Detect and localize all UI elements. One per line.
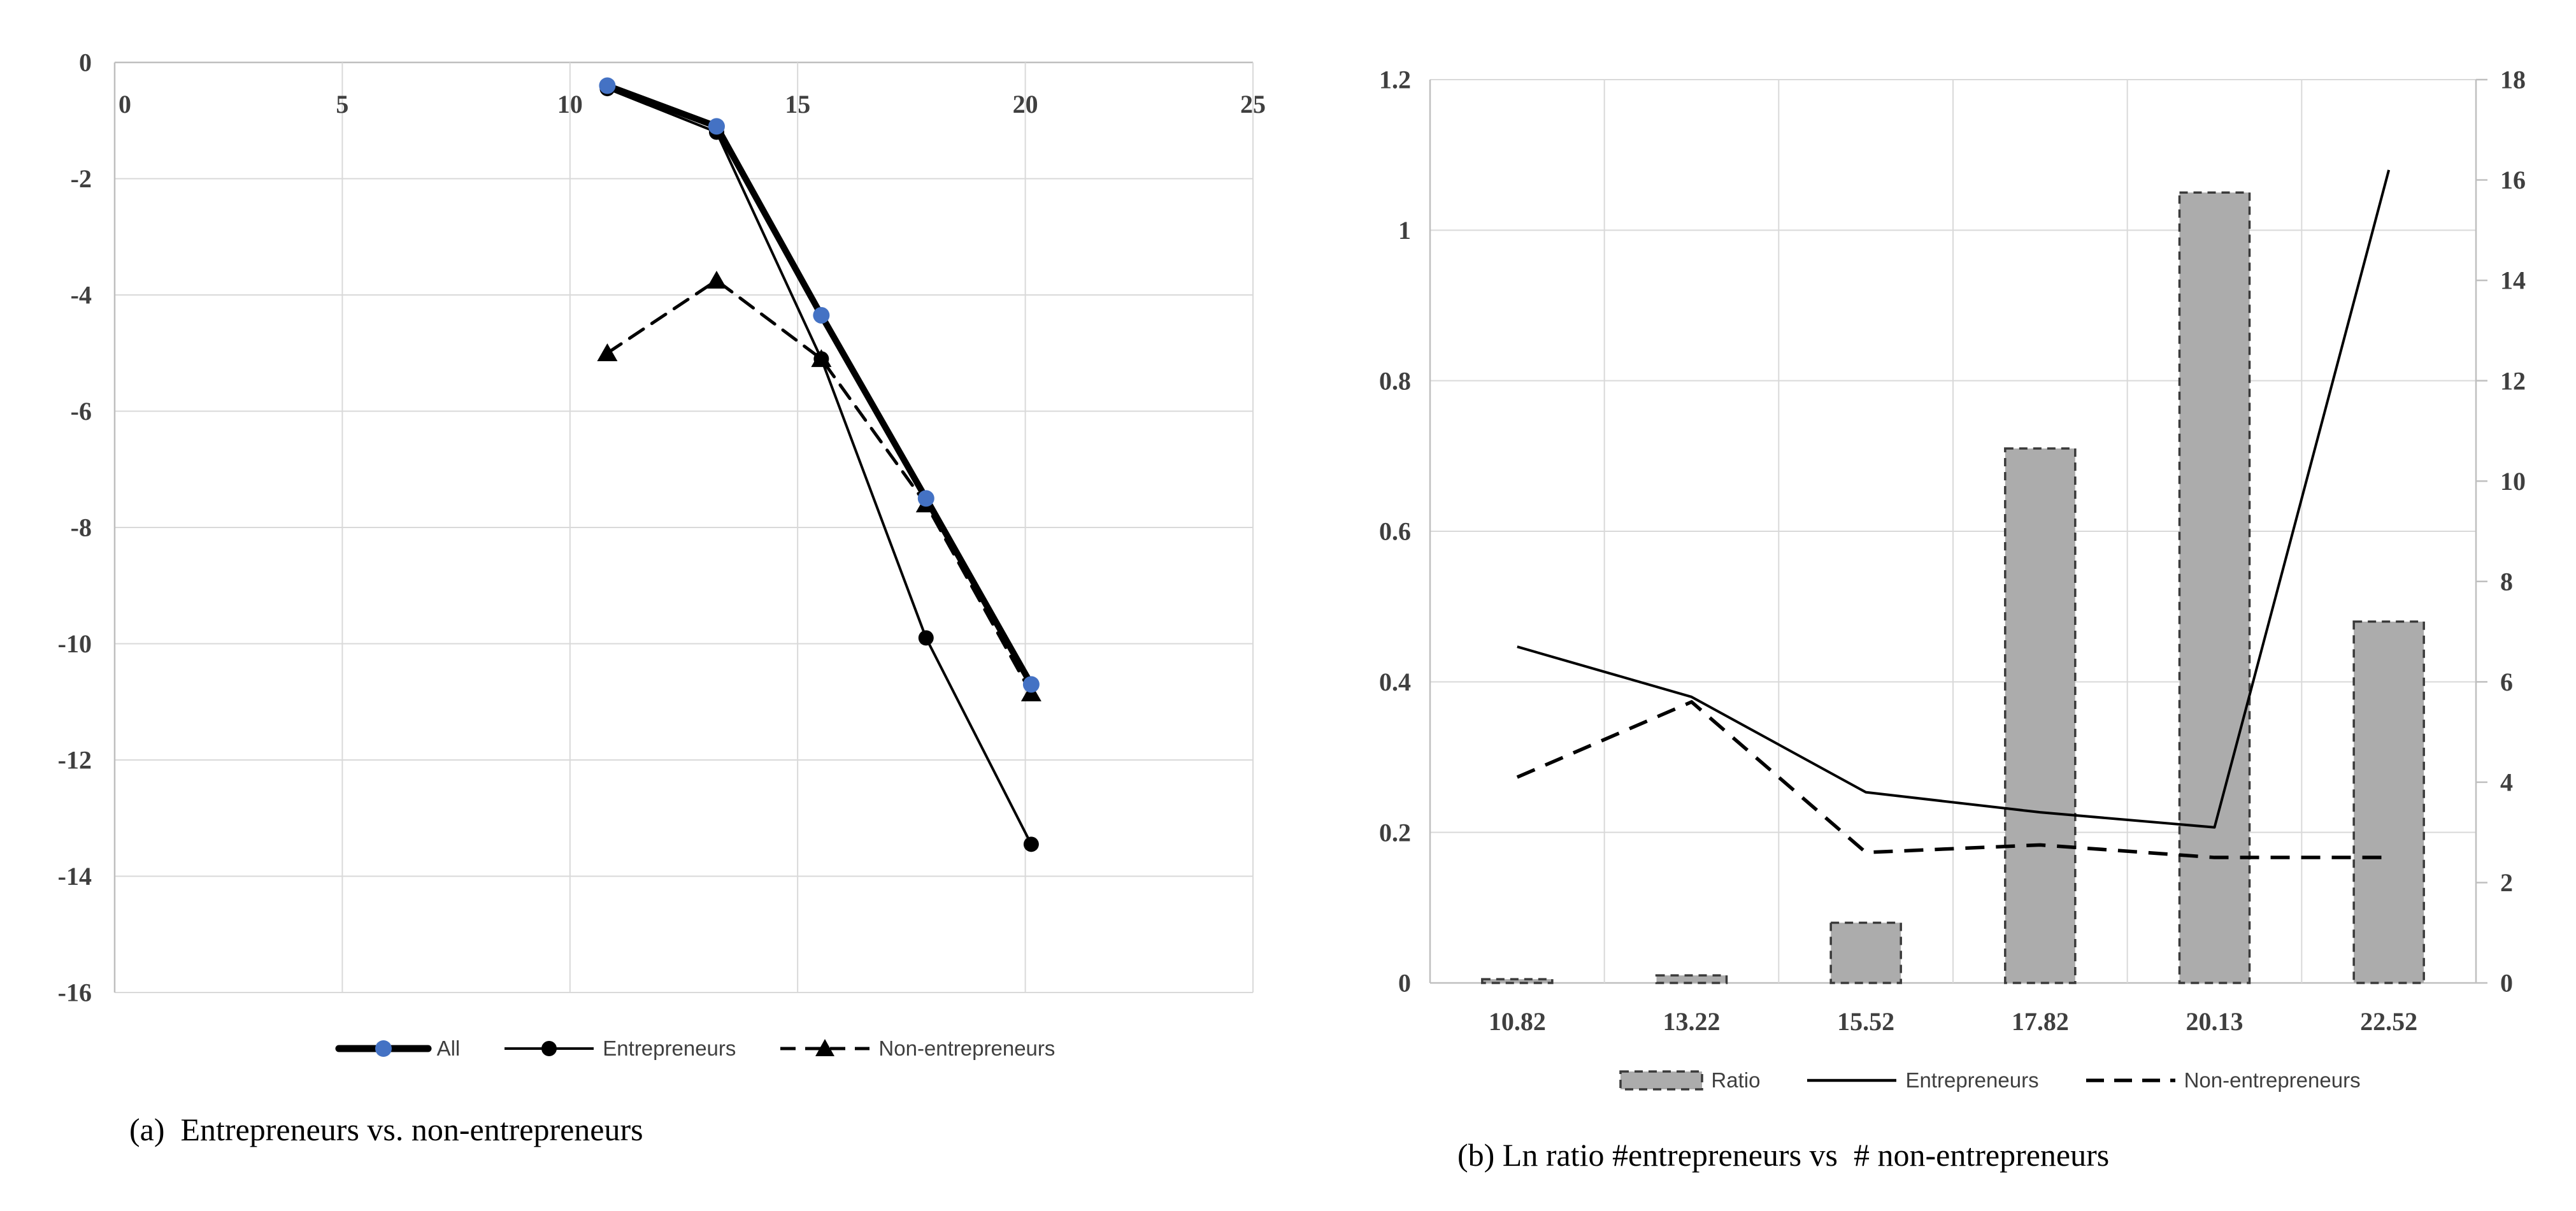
legend-label-entrepreneurs: Entrepreneurs xyxy=(603,1036,736,1060)
svg-text:-14: -14 xyxy=(58,862,92,891)
svg-text:1.2: 1.2 xyxy=(1379,66,1411,94)
svg-text:4: 4 xyxy=(2500,768,2513,796)
svg-text:-2: -2 xyxy=(71,164,92,193)
legend-item-ratio: Ratio xyxy=(1618,1068,1760,1093)
chart-a-canvas: 0 -2 -4 -6 -8 -10 -12 -14 -16 0 5 10 15 20 25 xyxy=(58,48,1266,1007)
svg-text:10: 10 xyxy=(557,90,583,118)
svg-text:18: 18 xyxy=(2500,66,2526,94)
svg-text:13.22: 13.22 xyxy=(1663,1007,1721,1036)
svg-text:-16: -16 xyxy=(58,978,92,1007)
svg-text:12: 12 xyxy=(2500,366,2526,395)
svg-text:0: 0 xyxy=(2500,969,2513,998)
svg-text:0.8: 0.8 xyxy=(1379,366,1411,395)
legend-label-ratio: Ratio xyxy=(1711,1068,1761,1092)
svg-text:-8: -8 xyxy=(71,513,92,542)
all-series-swatch-icon xyxy=(335,1036,432,1061)
svg-text:10: 10 xyxy=(2500,467,2526,496)
svg-text:0.2: 0.2 xyxy=(1379,818,1411,847)
legend-item-all: All xyxy=(335,1036,461,1061)
svg-text:0.6: 0.6 xyxy=(1379,517,1411,546)
non-entrepreneurs-line-swatch-icon xyxy=(2084,1068,2178,1093)
caption-panel-a: (a) Entrepreneurs vs. non-entrepreneurs xyxy=(129,1112,643,1147)
svg-text:20.13: 20.13 xyxy=(2186,1007,2243,1036)
non-entrepreneurs-series-swatch-icon xyxy=(778,1036,872,1061)
svg-text:0: 0 xyxy=(1398,969,1411,998)
svg-text:0: 0 xyxy=(118,90,131,118)
svg-text:-10: -10 xyxy=(58,629,92,658)
svg-text:1: 1 xyxy=(1398,216,1411,245)
svg-text:14: 14 xyxy=(2500,266,2526,295)
entrepreneurs-series-swatch-icon xyxy=(502,1036,596,1061)
legend-label-entrepreneurs-b: Entrepreneurs xyxy=(1905,1068,2039,1092)
svg-text:0.4: 0.4 xyxy=(1379,668,1411,696)
svg-text:-12: -12 xyxy=(58,746,92,775)
svg-text:-4: -4 xyxy=(71,281,92,310)
svg-text:20: 20 xyxy=(1013,90,1038,118)
svg-text:15.52: 15.52 xyxy=(1837,1007,1894,1036)
legend-item-non-entrepreneurs: Non-entrepreneurs xyxy=(778,1036,1055,1061)
svg-text:6: 6 xyxy=(2500,668,2513,696)
legend-b: Ratio Entrepreneurs Non-entrepreneurs xyxy=(1331,1068,2576,1093)
svg-text:5: 5 xyxy=(336,90,348,118)
legend-label-non-entrepreneurs: Non-entrepreneurs xyxy=(878,1036,1055,1060)
svg-text:22.52: 22.52 xyxy=(2360,1007,2417,1036)
svg-text:10.82: 10.82 xyxy=(1489,1007,1546,1036)
entrepreneurs-line-swatch-icon xyxy=(1805,1068,1899,1093)
svg-text:17.82: 17.82 xyxy=(2012,1007,2069,1036)
legend-item-entrepreneurs-b: Entrepreneurs xyxy=(1805,1068,2039,1093)
svg-text:16: 16 xyxy=(2500,166,2526,194)
ratio-bar-swatch-icon xyxy=(1618,1068,1705,1093)
chart-b-canvas: 0 0.2 0.4 0.6 0.8 1 1.2 0 2 4 6 8 10 12 14 16 18 10.82 13.… xyxy=(1379,66,2526,1036)
svg-text:15: 15 xyxy=(785,90,810,118)
legend-label-non-entrepreneurs-b: Non-entrepreneurs xyxy=(2184,1068,2361,1092)
svg-text:2: 2 xyxy=(2500,868,2513,897)
legend-item-non-entrepreneurs-b: Non-entrepreneurs xyxy=(2084,1068,2361,1093)
svg-text:-6: -6 xyxy=(71,397,92,426)
legend-a: All Entrepreneurs Non-entrepreneurs xyxy=(11,1036,1333,1061)
svg-text:0: 0 xyxy=(79,48,92,77)
legend-label-all: All xyxy=(436,1036,461,1060)
svg-text:25: 25 xyxy=(1240,90,1266,118)
legend-item-entrepreneurs: Entrepreneurs xyxy=(502,1036,736,1061)
caption-panel-b: (b) Ln ratio #entrepreneurs vs # non-ent… xyxy=(1457,1137,2110,1173)
svg-text:8: 8 xyxy=(2500,567,2513,596)
